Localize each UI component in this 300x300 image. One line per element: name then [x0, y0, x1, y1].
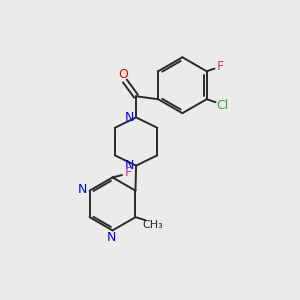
Text: N: N	[77, 183, 87, 196]
Text: N: N	[125, 159, 134, 172]
Text: N: N	[107, 231, 117, 244]
Text: F: F	[124, 167, 131, 179]
Text: Cl: Cl	[216, 99, 228, 112]
Text: N: N	[125, 111, 134, 124]
Text: F: F	[216, 60, 224, 73]
Text: O: O	[118, 68, 128, 81]
Text: CH₃: CH₃	[143, 220, 164, 230]
